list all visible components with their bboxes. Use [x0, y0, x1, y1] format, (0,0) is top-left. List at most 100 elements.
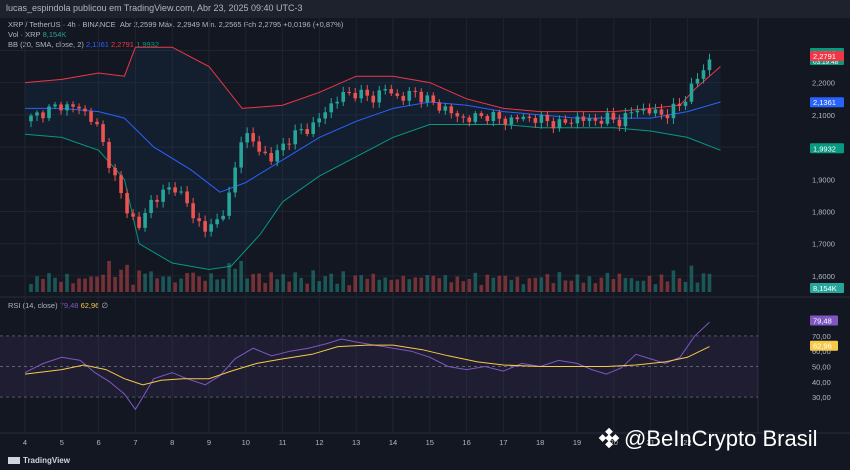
volume-bar — [155, 278, 159, 292]
rsi-tick-label: 50,00 — [812, 363, 831, 372]
volume-bar — [125, 264, 129, 292]
volume-bar — [707, 273, 712, 292]
volume-bar — [71, 283, 75, 292]
volume-bar — [353, 275, 358, 292]
bb-lower-line — [24, 124, 721, 271]
volume-label-box — [810, 283, 844, 293]
candle-body — [41, 112, 45, 119]
candle-body — [275, 150, 279, 162]
axes: 2,30002,20002,10002,00001,90001,80001,70… — [23, 46, 844, 447]
volume-bar — [287, 281, 291, 292]
candle-body — [365, 89, 370, 96]
candle-body — [149, 199, 153, 214]
candle-body — [683, 101, 688, 106]
candle-body — [371, 95, 376, 103]
candle-body — [551, 121, 556, 129]
candle-body — [287, 143, 291, 145]
volume-bar — [545, 274, 550, 292]
candle-body — [503, 118, 508, 125]
volume-bar — [179, 278, 183, 292]
candle-body — [461, 116, 466, 118]
volume-bar — [401, 275, 406, 292]
volume-bar — [77, 278, 81, 292]
volume-bar — [191, 272, 195, 292]
time-tick-label: 20 — [610, 438, 618, 447]
candle-body — [221, 215, 225, 220]
candle-body — [65, 104, 69, 111]
candle-body — [191, 203, 195, 219]
time-tick-label: 11 — [279, 438, 287, 447]
candle-body — [647, 108, 652, 114]
rsi-label[interactable]: RSI (14, close) — [8, 301, 58, 310]
candle-body — [599, 120, 604, 124]
candle-body — [425, 95, 430, 103]
candle-body — [311, 122, 316, 134]
candle-body — [203, 221, 207, 232]
volume-bar — [101, 274, 105, 292]
candle-body — [323, 112, 328, 119]
volume-bar — [461, 281, 466, 292]
volume-bar — [365, 278, 370, 292]
volume-bar — [59, 281, 63, 292]
tradingview-brand[interactable]: TradingView — [8, 456, 70, 465]
candle-body — [29, 115, 33, 122]
time-tick-label: 16 — [462, 438, 470, 447]
candle-body — [497, 112, 502, 119]
volume-bar — [677, 278, 682, 292]
rsi-tick-label: 30,00 — [812, 393, 831, 402]
candle-body — [263, 151, 267, 153]
volume-bar — [209, 273, 213, 292]
candle-body — [467, 117, 472, 122]
legend-volume-line: Vol · XRP 8,154K — [8, 30, 66, 39]
bb-upper-line — [24, 46, 721, 113]
volume-bar — [197, 276, 201, 292]
candle-body — [701, 70, 706, 79]
volume-bar — [389, 279, 394, 292]
volume-bar — [689, 265, 694, 292]
volume-bar — [683, 281, 688, 292]
candle-body — [665, 114, 670, 119]
candle-body — [671, 103, 676, 119]
candle-body — [71, 104, 75, 107]
rsi-tick-label: 40,00 — [812, 378, 831, 387]
bb-fill — [25, 47, 721, 270]
candle-body — [209, 224, 213, 232]
candle-body — [281, 143, 285, 151]
candle-body — [305, 129, 309, 134]
candle-body — [143, 213, 147, 228]
volume-bar — [221, 278, 225, 292]
candle-body — [587, 118, 592, 121]
price-label-text: 1,9932 — [813, 144, 836, 153]
candle-body — [479, 113, 484, 117]
time-tick-label: 15 — [426, 438, 434, 447]
time-tick-label: 17 — [499, 438, 507, 447]
volume-bar — [431, 275, 436, 292]
volume-bar — [143, 273, 147, 292]
time-tick-label: 12 — [315, 438, 323, 447]
candle-body — [185, 191, 189, 204]
bb-up-value: 2,2791 — [111, 40, 134, 49]
ohlc-values: Abr 2,2599 Máx. 2,2949 Mín. 2,2565 Fch 2… — [119, 20, 344, 29]
bb-mid-value: 2,1361 — [85, 40, 109, 49]
price-label-box — [810, 143, 844, 154]
volume-label[interactable]: Vol · XRP — [8, 30, 41, 39]
candle-body — [119, 175, 123, 194]
candle-body — [563, 119, 568, 123]
volume-bar — [569, 280, 574, 292]
candle-body — [653, 109, 658, 114]
grid-lines — [0, 18, 850, 434]
volume-bar — [299, 277, 303, 292]
rsi-line — [24, 321, 710, 411]
volume-bar — [137, 270, 141, 292]
rsi-label-box — [810, 340, 838, 351]
volume-bar — [185, 273, 189, 292]
candle-body — [179, 191, 183, 193]
candle-body — [395, 93, 400, 96]
bb-label[interactable]: BB (20, SMA, close, 2) — [8, 40, 84, 49]
volume-bar — [665, 281, 670, 292]
candle-body — [329, 103, 334, 113]
rsi-label-text: 79,48 — [813, 316, 832, 325]
candle-body — [173, 187, 177, 193]
rsi-tick-label: 60,00 — [812, 347, 831, 356]
